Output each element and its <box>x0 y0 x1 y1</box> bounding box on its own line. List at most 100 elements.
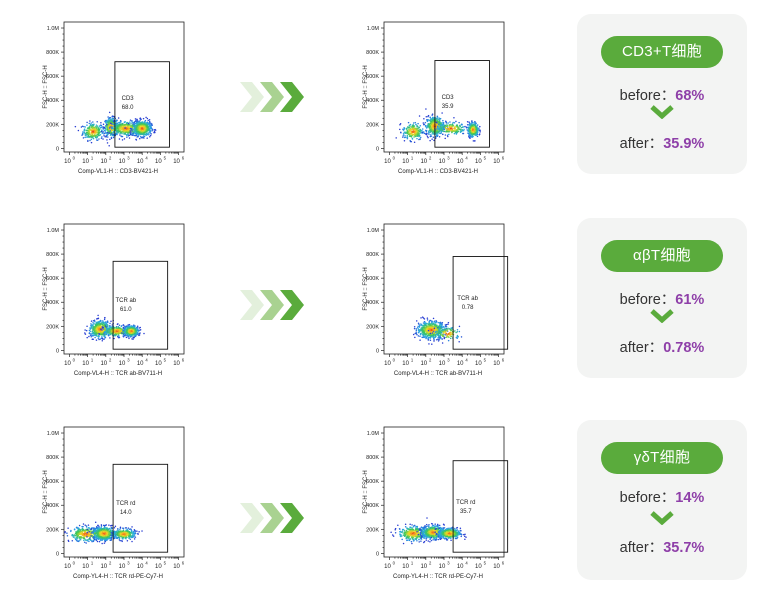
event-point <box>129 333 131 336</box>
event-point <box>124 325 126 328</box>
x-tick-exponent: 0 <box>393 156 396 161</box>
event-point <box>409 123 412 126</box>
event-point <box>125 124 128 126</box>
event-point <box>476 132 479 134</box>
event-points <box>84 314 145 342</box>
event-point <box>475 133 478 135</box>
event-point <box>439 117 442 120</box>
event-points <box>395 108 481 144</box>
event-point <box>125 336 128 339</box>
event-point <box>105 122 107 125</box>
event-point <box>446 333 449 336</box>
event-point <box>99 319 102 322</box>
event-point <box>91 127 93 129</box>
event-points <box>74 111 157 147</box>
event-point <box>91 325 93 328</box>
event-point <box>106 123 108 126</box>
x-tick-label: 10 <box>493 361 500 367</box>
event-point <box>142 136 144 139</box>
event-point <box>462 129 465 132</box>
x-axis-label: Comp-VL1-H :: CD3-BV421-H <box>78 169 158 175</box>
event-point <box>92 134 94 137</box>
event-point <box>93 133 96 136</box>
event-point <box>136 325 139 327</box>
event-point <box>402 133 405 135</box>
event-point <box>441 338 443 340</box>
event-point <box>445 323 448 326</box>
event-point <box>429 337 432 339</box>
plot-frame <box>383 21 505 153</box>
x-axis-label: Comp-VL1-H :: CD3-BV421-H <box>398 169 478 175</box>
event-point <box>433 139 435 142</box>
event-point <box>425 329 428 332</box>
event-point <box>98 331 101 333</box>
event-point <box>139 326 142 329</box>
event-point <box>114 328 117 331</box>
event-point <box>126 130 129 133</box>
event-point <box>107 118 110 120</box>
event-point <box>453 116 455 119</box>
x-tick-exponent: 1 <box>411 358 414 363</box>
event-point <box>124 326 127 329</box>
event-point <box>116 327 118 330</box>
y-tick-label: 400K <box>366 300 379 306</box>
event-point <box>433 339 435 341</box>
y-tick-label: 800K <box>46 50 59 56</box>
event-point <box>97 337 99 340</box>
event-point <box>466 123 469 126</box>
event-point <box>445 128 447 130</box>
event-point <box>414 336 416 339</box>
event-point <box>476 133 479 136</box>
event-point <box>94 336 96 339</box>
event-point <box>433 340 435 342</box>
event-point <box>429 332 432 335</box>
y-tick-label: 600K <box>46 276 59 282</box>
event-point <box>130 325 133 328</box>
event-point <box>146 117 149 120</box>
event-point <box>474 124 477 126</box>
event-point <box>461 126 464 129</box>
x-tick-exponent: 5 <box>164 358 167 363</box>
event-point <box>98 328 100 331</box>
y-tick-label: 0 <box>376 146 379 152</box>
event-point <box>450 127 452 130</box>
event-point <box>90 138 93 141</box>
event-point <box>447 339 450 342</box>
event-point <box>102 322 104 324</box>
event-point <box>448 133 450 136</box>
event-point <box>446 134 449 137</box>
event-point <box>91 124 93 126</box>
y-tick-label: 200K <box>46 324 59 330</box>
x-tick-label: 10 <box>173 361 180 367</box>
event-point <box>106 122 109 124</box>
event-point <box>127 132 130 134</box>
event-point <box>88 127 90 130</box>
x-tick-label: 10 <box>155 361 162 367</box>
event-point <box>402 134 404 137</box>
event-point <box>148 121 151 124</box>
event-point <box>84 126 87 128</box>
event-point <box>98 324 100 327</box>
x-tick-exponent: 0 <box>73 358 76 363</box>
event-point <box>135 133 137 135</box>
event-point <box>77 129 80 132</box>
event-point <box>109 333 112 335</box>
gate-value: 68.0 <box>122 105 134 111</box>
event-point <box>447 328 449 330</box>
event-point <box>94 329 97 331</box>
event-point <box>146 121 149 123</box>
event-point <box>108 144 110 147</box>
event-point <box>435 123 437 126</box>
event-point <box>139 135 142 138</box>
event-point <box>92 121 94 123</box>
event-point <box>467 126 469 129</box>
y-tick-label: 200K <box>46 122 59 128</box>
event-point <box>98 138 100 140</box>
event-point <box>107 334 110 337</box>
event-point <box>128 128 130 130</box>
event-point <box>144 130 147 133</box>
event-point <box>101 132 104 135</box>
event-point <box>436 128 438 130</box>
event-point <box>416 326 419 329</box>
event-point <box>442 330 444 332</box>
